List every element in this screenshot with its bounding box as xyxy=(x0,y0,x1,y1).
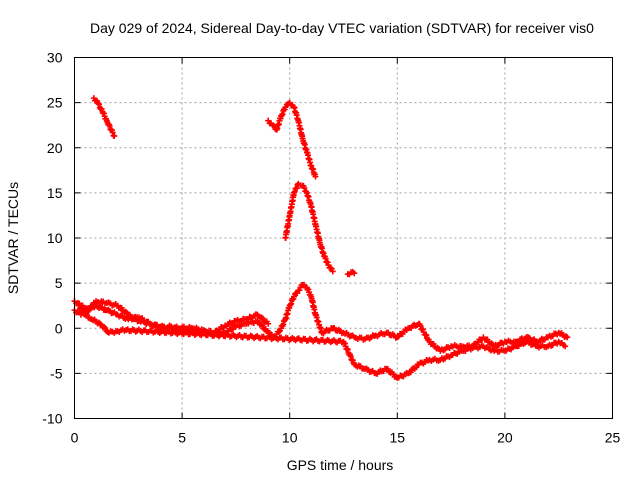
y-tick-label: 15 xyxy=(47,185,63,201)
y-tick-label: -5 xyxy=(50,365,63,381)
x-tick-label: 15 xyxy=(390,430,406,446)
y-tick-label: 5 xyxy=(55,275,63,291)
x-tick-label: 5 xyxy=(178,430,186,446)
chart-title: Day 029 of 2024, Sidereal Day-to-day VTE… xyxy=(90,20,594,36)
data-point xyxy=(111,133,118,140)
x-tick-label: 10 xyxy=(282,430,298,446)
data-point xyxy=(423,332,430,339)
data-point xyxy=(329,268,336,275)
data-point xyxy=(351,270,358,277)
data-point xyxy=(417,322,424,329)
data-point xyxy=(312,173,319,180)
series-lower-branch xyxy=(75,302,569,381)
data-points xyxy=(71,95,571,381)
series-early-arc xyxy=(90,95,118,140)
grid xyxy=(74,57,613,419)
data-point xyxy=(258,321,265,328)
x-tick-label: 25 xyxy=(605,430,621,446)
y-axis-label: SDTVAR / TECUs xyxy=(5,182,21,294)
y-tick-label: 0 xyxy=(55,320,63,336)
series-upper-arc xyxy=(265,99,319,180)
data-point xyxy=(301,185,308,192)
x-tick-label: 0 xyxy=(71,430,79,446)
data-point xyxy=(265,320,272,327)
y-tick-label: 30 xyxy=(47,50,63,66)
data-point xyxy=(259,322,266,329)
data-point xyxy=(102,325,109,332)
y-tick-label: 20 xyxy=(47,140,63,156)
data-point xyxy=(96,101,103,108)
y-tick-label: -10 xyxy=(42,411,62,427)
series-late-fragment xyxy=(344,268,358,278)
data-point xyxy=(562,343,569,350)
data-point xyxy=(88,304,95,311)
data-point xyxy=(275,328,282,335)
ticks: 0 5 10 15 20 25 -10 -5 0 5 10 15 20 25 30 xyxy=(42,50,620,446)
data-point xyxy=(79,306,86,313)
y-tick-label: 25 xyxy=(47,95,63,111)
x-axis-label: GPS time / hours xyxy=(287,457,394,473)
y-tick-label: 10 xyxy=(47,230,63,246)
data-point xyxy=(564,334,571,341)
data-point xyxy=(109,129,116,136)
x-tick-label: 20 xyxy=(497,430,513,446)
plot-frame xyxy=(74,57,613,419)
series-mid-arc xyxy=(282,180,336,275)
series-main-trace xyxy=(71,281,571,354)
